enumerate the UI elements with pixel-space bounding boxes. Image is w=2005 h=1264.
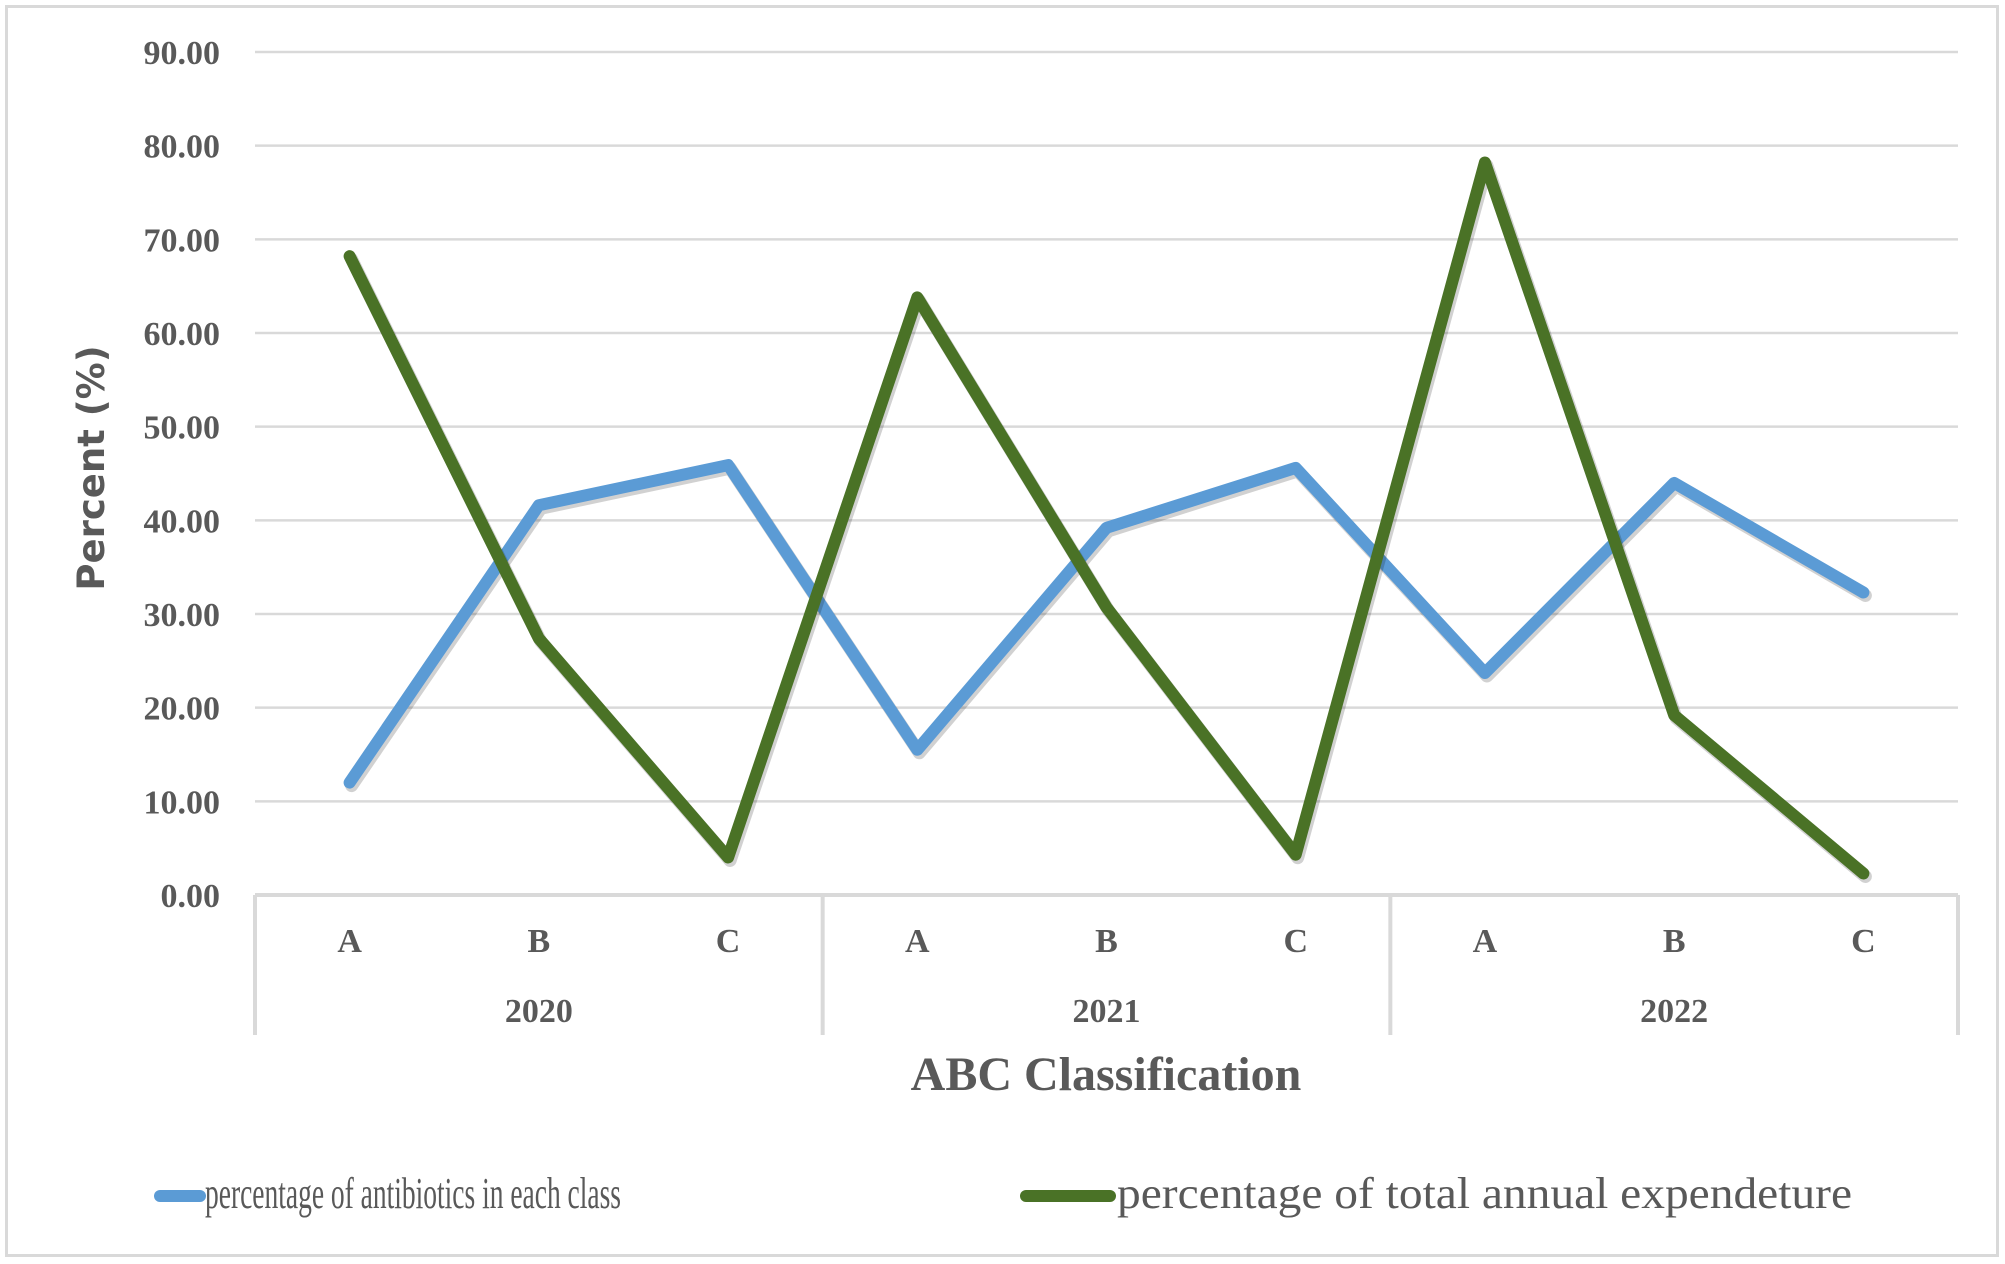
legend-item-expenditure[interactable]: percentage of total annual expendeture <box>1020 1169 1852 1218</box>
x-category-label: B <box>527 923 550 960</box>
x-group-label: 2022 <box>1640 993 1708 1030</box>
y-tick-label: 50.00 <box>144 410 221 447</box>
x-category-label: A <box>1473 923 1498 960</box>
legend-label-expenditure: percentage of total annual expendeture <box>1117 1169 1852 1218</box>
x-group-label: 2020 <box>505 993 573 1030</box>
x-axis: A B C 2020 A B C 2021 A B C 2022 <box>253 893 1960 1035</box>
y-tick-label: 80.00 <box>144 129 221 166</box>
legend-item-antibiotics[interactable]: percentage of antibiotics in each class <box>154 1169 621 1218</box>
gridlines <box>255 50 1958 803</box>
y-axis-ticks: 0.00 10.00 20.00 30.00 40.00 50.00 60.00 70.00 8… <box>144 35 221 915</box>
x-category-label: A <box>337 923 362 960</box>
y-tick-label: 20.00 <box>144 691 221 728</box>
x-category-label: A <box>905 923 930 960</box>
x-category-label: C <box>1283 923 1308 960</box>
x-category-label: C <box>716 923 741 960</box>
y-axis-title: Percent (%) <box>70 345 113 590</box>
x-category-label: B <box>1663 923 1686 960</box>
y-tick-label: 40.00 <box>144 503 221 540</box>
y-tick-label: 30.00 <box>144 597 221 634</box>
x-category-label: C <box>1851 923 1876 960</box>
y-tick-label: 10.00 <box>144 784 221 821</box>
x-category-label: B <box>1095 923 1118 960</box>
series-line-0 <box>343 459 1870 789</box>
y-tick-label: 90.00 <box>144 35 221 72</box>
chart-frame <box>5 5 1999 1257</box>
series-lines <box>343 156 1872 883</box>
y-tick-label: 0.00 <box>161 878 221 915</box>
x-group-label: 2021 <box>1073 993 1141 1030</box>
y-tick-label: 60.00 <box>144 316 221 353</box>
legend-label-antibiotics: percentage of antibiotics in each class <box>205 1169 621 1218</box>
y-tick-label: 70.00 <box>144 222 221 259</box>
legend: percentage of antibiotics in each class … <box>154 1169 1852 1218</box>
x-axis-title: ABC Classification <box>911 1048 1302 1101</box>
